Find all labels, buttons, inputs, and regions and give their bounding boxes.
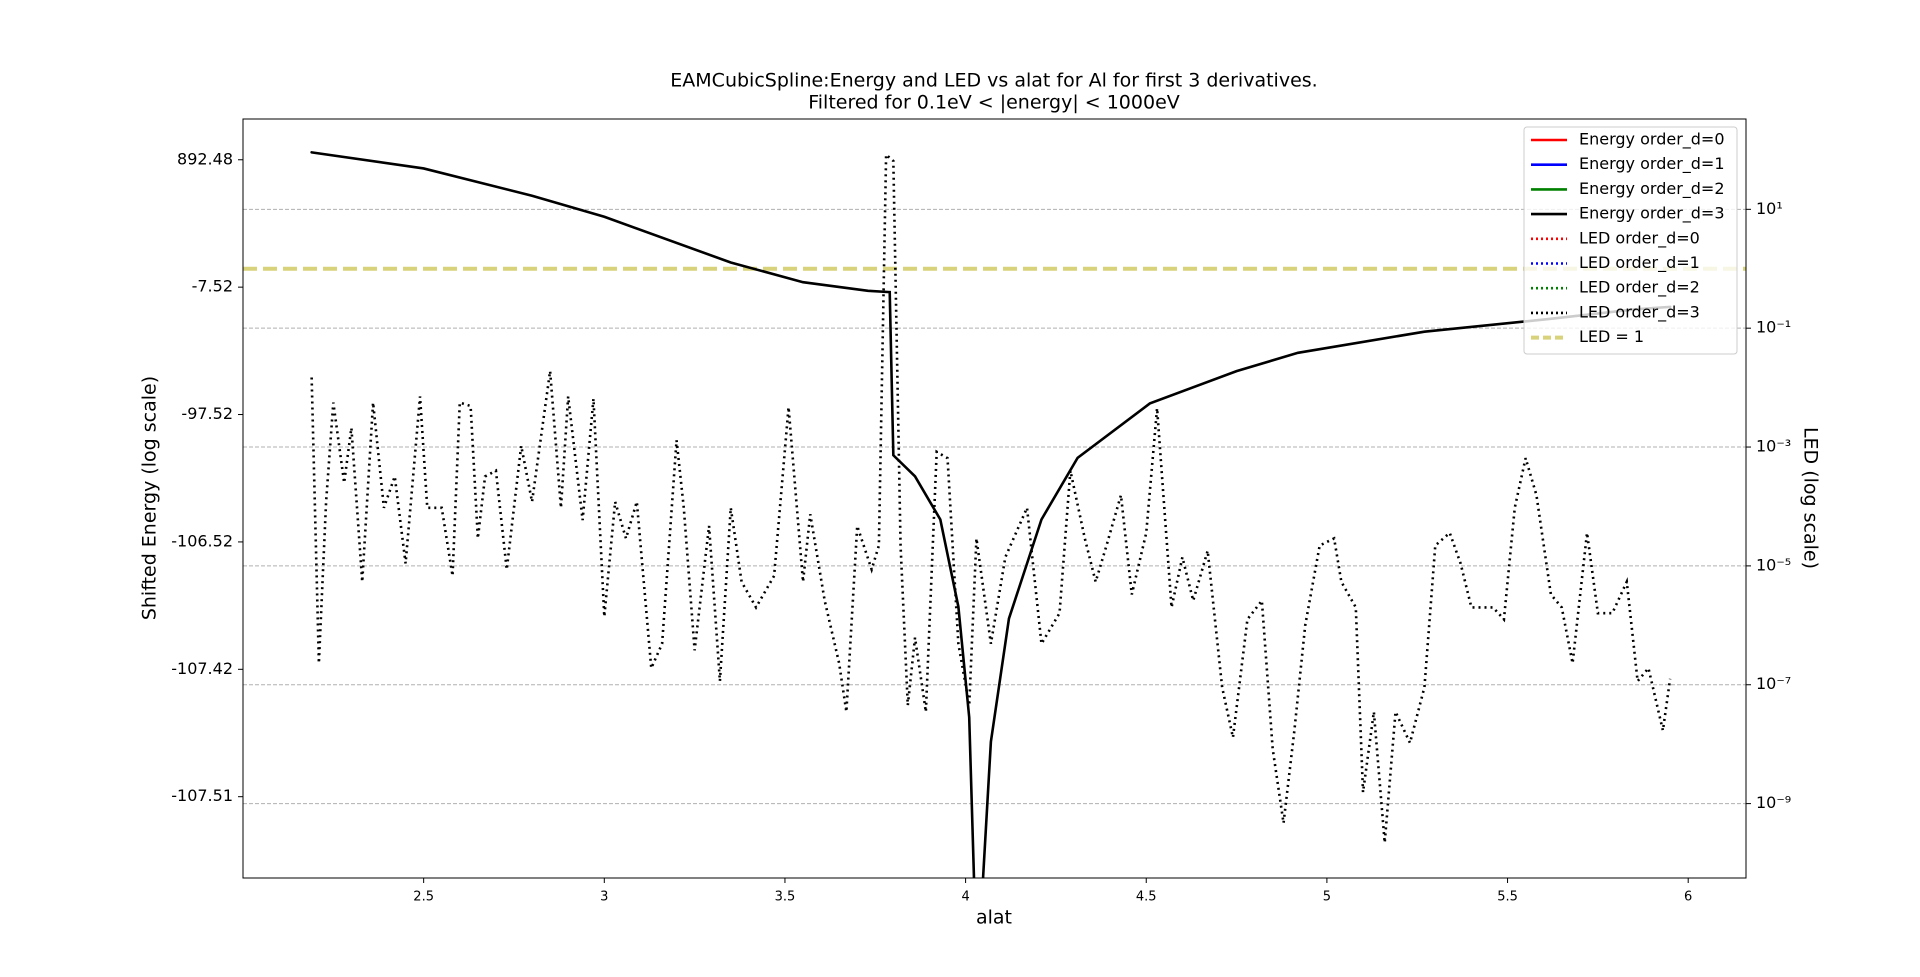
series-line: [310, 151, 1672, 878]
legend-label: LED order_d=3: [1579, 302, 1700, 322]
y-tick-label: -106.52: [171, 531, 233, 550]
x-tick-label: 3: [600, 890, 608, 905]
x-tick-label: 4: [961, 890, 969, 905]
y2-tick-label: 10⁻³: [1756, 437, 1791, 456]
axes: 2.5 3 3.5 4 4.5 5 5.5 6 892.48 -7.52 -97.52 -106.52…: [171, 149, 1791, 904]
y-tick-label: -7.52: [192, 277, 233, 296]
y-tick-label: -107.51: [171, 786, 233, 805]
plot-data: [243, 151, 1746, 878]
grid: [243, 208, 1746, 805]
x-axis-label: alat: [976, 907, 1012, 929]
legend-label: Energy order_d=0: [1579, 130, 1725, 150]
y2-tick-label: 10⁻¹: [1756, 318, 1791, 337]
y-tick-label: -107.42: [171, 659, 233, 678]
legend-box: [1523, 126, 1738, 355]
x-tick-label: 4.5: [1136, 890, 1157, 905]
y-tick-label: -97.52: [181, 404, 233, 423]
legend-label: Energy order_d=2: [1579, 179, 1725, 199]
legend: Energy order_d=0 Energy order_d=1 Energy o…: [1523, 126, 1738, 355]
legend-label: LED order_d=2: [1579, 278, 1700, 298]
y-tick-label: 892.48: [177, 149, 233, 168]
x-tick-label: 2.5: [413, 890, 434, 905]
x-tick-label: 6: [1684, 890, 1692, 905]
x-tick-label: 5: [1323, 890, 1331, 905]
plot-frame: [242, 118, 1747, 879]
legend-label: Energy order_d=1: [1579, 154, 1725, 174]
chart-subtitle: Filtered for 0.1eV < |energy| < 1000eV: [808, 92, 1180, 114]
legend-label: Energy order_d=3: [1579, 204, 1725, 224]
x-tick-label: 5.5: [1497, 890, 1518, 905]
y2-tick-label: 10⁻⁹: [1756, 793, 1791, 812]
legend-label: LED = 1: [1579, 327, 1644, 346]
y-axis-label: Shifted Energy (log scale): [139, 376, 161, 620]
legend-label: LED order_d=1: [1579, 253, 1700, 273]
series-line: [310, 151, 1672, 843]
legend-label: LED order_d=0: [1579, 228, 1700, 248]
chart-title: EAMCubicSpline:Energy and LED vs alat fo…: [670, 70, 1317, 92]
y2-tick-label: 10⁻⁵: [1756, 555, 1791, 574]
y2-tick-label: 10¹: [1756, 199, 1783, 218]
y2-tick-label: 10⁻⁷: [1756, 674, 1791, 693]
y2-axis-label: LED (log scale): [1800, 427, 1822, 569]
x-tick-label: 3.5: [775, 890, 796, 905]
